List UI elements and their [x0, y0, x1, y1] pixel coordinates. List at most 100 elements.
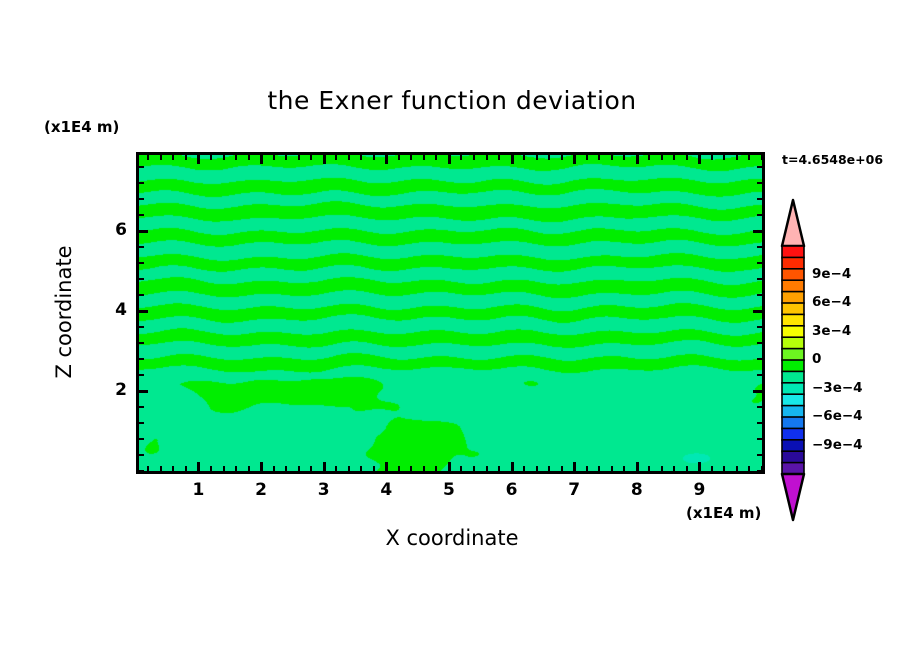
tick-mark: [757, 262, 762, 264]
tick-mark: [410, 155, 412, 160]
tick-mark: [598, 466, 600, 471]
tick-mark: [139, 294, 144, 296]
tick-mark: [460, 155, 462, 160]
tick-mark: [139, 182, 144, 184]
tick-mark: [753, 390, 762, 393]
tick-mark: [285, 466, 287, 471]
x-tick-label: 2: [255, 480, 268, 500]
tick-mark: [160, 466, 162, 471]
tick-mark: [711, 466, 713, 471]
tick-mark: [486, 155, 488, 160]
tick-mark: [498, 466, 500, 471]
tick-mark: [185, 466, 187, 471]
tick-mark: [260, 462, 263, 471]
tick-mark: [673, 466, 675, 471]
x-tick-label: 7: [568, 480, 581, 500]
tick-mark: [448, 462, 451, 471]
tick-mark: [235, 155, 237, 160]
contour-field: [139, 155, 762, 471]
x-axis-title: X coordinate: [385, 526, 519, 550]
tick-mark: [139, 358, 144, 360]
tick-mark: [711, 155, 713, 160]
tick-mark: [686, 155, 688, 160]
tick-mark: [757, 406, 762, 408]
x-tick-label: 6: [505, 480, 518, 500]
tick-mark: [757, 182, 762, 184]
tick-mark: [139, 470, 144, 472]
tick-mark: [736, 155, 738, 160]
tick-mark: [147, 466, 149, 471]
tick-mark: [736, 466, 738, 471]
tick-mark: [757, 438, 762, 440]
page-title: the Exner function deviation: [267, 86, 637, 115]
tick-mark: [385, 462, 388, 471]
tick-mark: [348, 466, 350, 471]
tick-mark: [757, 326, 762, 328]
tick-mark: [260, 155, 263, 164]
tick-mark: [586, 466, 588, 471]
tick-mark: [410, 466, 412, 471]
tick-mark: [323, 155, 326, 164]
tick-mark: [448, 155, 451, 164]
x-tick-label: 5: [443, 480, 455, 500]
tick-mark: [748, 155, 750, 160]
tick-mark: [536, 155, 538, 160]
tick-mark: [139, 230, 148, 233]
tick-mark: [185, 155, 187, 160]
tick-mark: [757, 166, 762, 168]
tick-mark: [423, 155, 425, 160]
tick-mark: [273, 466, 275, 471]
tick-mark: [761, 466, 763, 471]
colorbar-tick-label: −6e−4: [812, 408, 863, 424]
tick-mark: [511, 462, 514, 471]
tick-mark: [335, 155, 337, 160]
tick-mark: [139, 454, 144, 456]
tick-mark: [523, 155, 525, 160]
y-tick-label: 2: [115, 380, 127, 400]
y-tick-label: 6: [115, 220, 127, 240]
tick-mark: [235, 466, 237, 471]
tick-mark: [636, 155, 639, 164]
tick-mark: [623, 155, 625, 160]
x-tick-label: 8: [630, 480, 643, 500]
colorbar-tick-label: 9e−4: [812, 265, 852, 282]
tick-mark: [623, 466, 625, 471]
x-tick-label: 9: [693, 480, 706, 500]
tick-mark: [298, 155, 300, 160]
tick-mark: [561, 155, 563, 160]
tick-mark: [523, 466, 525, 471]
tick-mark: [385, 155, 388, 164]
tick-mark: [139, 374, 144, 376]
tick-mark: [648, 155, 650, 160]
tick-mark: [360, 466, 362, 471]
tick-mark: [139, 406, 144, 408]
tick-mark: [139, 310, 148, 313]
y-tick-label: 4: [115, 300, 127, 320]
colorbar-tick-label: −9e−4: [812, 436, 863, 453]
tick-mark: [511, 155, 514, 164]
tick-mark: [139, 438, 144, 440]
tick-mark: [197, 462, 200, 471]
tick-mark: [360, 155, 362, 160]
tick-mark: [223, 155, 225, 160]
tick-mark: [536, 466, 538, 471]
tick-mark: [197, 155, 200, 164]
x-tick-label: 1: [192, 480, 205, 500]
tick-mark: [139, 278, 144, 280]
tick-mark: [757, 470, 762, 472]
tick-mark: [398, 155, 400, 160]
tick-mark: [673, 155, 675, 160]
tick-mark: [139, 326, 144, 328]
tick-mark: [172, 155, 174, 160]
tick-mark: [210, 155, 212, 160]
tick-mark: [139, 198, 144, 200]
tick-mark: [757, 342, 762, 344]
tick-mark: [323, 462, 326, 471]
tick-mark: [586, 155, 588, 160]
tick-mark: [548, 155, 550, 160]
tick-mark: [723, 155, 725, 160]
tick-mark: [611, 155, 613, 160]
tick-mark: [648, 466, 650, 471]
tick-mark: [473, 155, 475, 160]
